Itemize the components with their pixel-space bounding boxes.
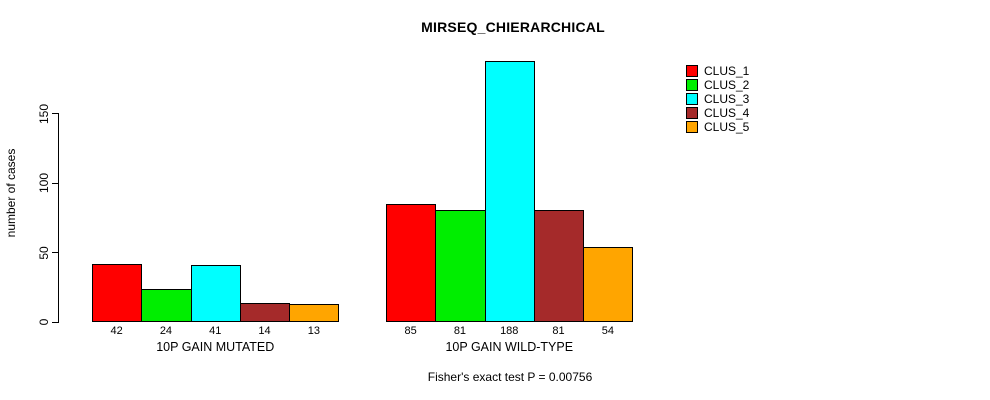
y-axis-line <box>58 114 59 322</box>
bar <box>92 263 143 322</box>
bar <box>141 288 192 322</box>
y-tick-mark <box>52 321 59 323</box>
legend-row: CLUS_4 <box>686 106 749 120</box>
bar-value-label: 81 <box>552 325 565 337</box>
legend-row: CLUS_3 <box>686 92 749 106</box>
bar-value-label: 81 <box>453 325 467 337</box>
legend: CLUS_1 CLUS_2 CLUS_3 CLUS_4 CLUS_5 <box>686 64 749 134</box>
bar <box>289 303 340 322</box>
bar <box>239 302 291 322</box>
legend-swatch-icon <box>686 79 698 91</box>
chart-title: MIRSEQ_CHIERARCHICAL <box>421 19 605 35</box>
bar <box>533 209 585 322</box>
bar-value-label: 188 <box>500 325 519 337</box>
bar-value-label: 14 <box>258 325 271 337</box>
bar-value-label: 54 <box>601 325 614 337</box>
legend-label: CLUS_1 <box>704 64 750 78</box>
y-tick-mark <box>52 182 59 184</box>
legend-swatch-icon <box>686 65 698 77</box>
fisher-test-note: Fisher's exact test P = 0.00756 <box>427 370 593 384</box>
legend-label: CLUS_3 <box>704 92 750 106</box>
bar <box>435 209 486 322</box>
bar-value-label: 41 <box>209 325 222 337</box>
legend-swatch-icon <box>686 107 698 119</box>
x-axis-group-label: 10P GAIN MUTATED <box>156 340 275 354</box>
y-axis-label: number of cases <box>4 148 18 238</box>
y-tick-label: 50 <box>37 245 51 260</box>
legend-row: CLUS_2 <box>686 78 749 92</box>
bar-value-label: 24 <box>159 325 173 337</box>
legend-row: CLUS_5 <box>686 120 749 134</box>
bar <box>583 247 634 322</box>
bar-value-label: 85 <box>404 325 417 337</box>
bar <box>386 204 437 322</box>
y-tick-mark <box>52 113 59 115</box>
bar <box>484 61 535 322</box>
legend-swatch-icon <box>686 93 698 105</box>
bar <box>190 265 241 322</box>
legend-label: CLUS_5 <box>704 120 750 134</box>
legend-row: CLUS_1 <box>686 64 749 78</box>
y-tick-mark <box>52 252 59 254</box>
bar-value-label: 42 <box>110 325 123 337</box>
x-axis-group-label: 10P GAIN WILD-TYPE <box>445 340 574 354</box>
legend-label: CLUS_2 <box>704 78 750 92</box>
y-tick-label: 150 <box>37 103 51 124</box>
y-tick-label: 100 <box>37 173 51 194</box>
legend-swatch-icon <box>686 121 698 133</box>
bar-value-label: 13 <box>307 325 320 337</box>
y-tick-label: 0 <box>37 318 51 326</box>
legend-label: CLUS_4 <box>704 106 750 120</box>
